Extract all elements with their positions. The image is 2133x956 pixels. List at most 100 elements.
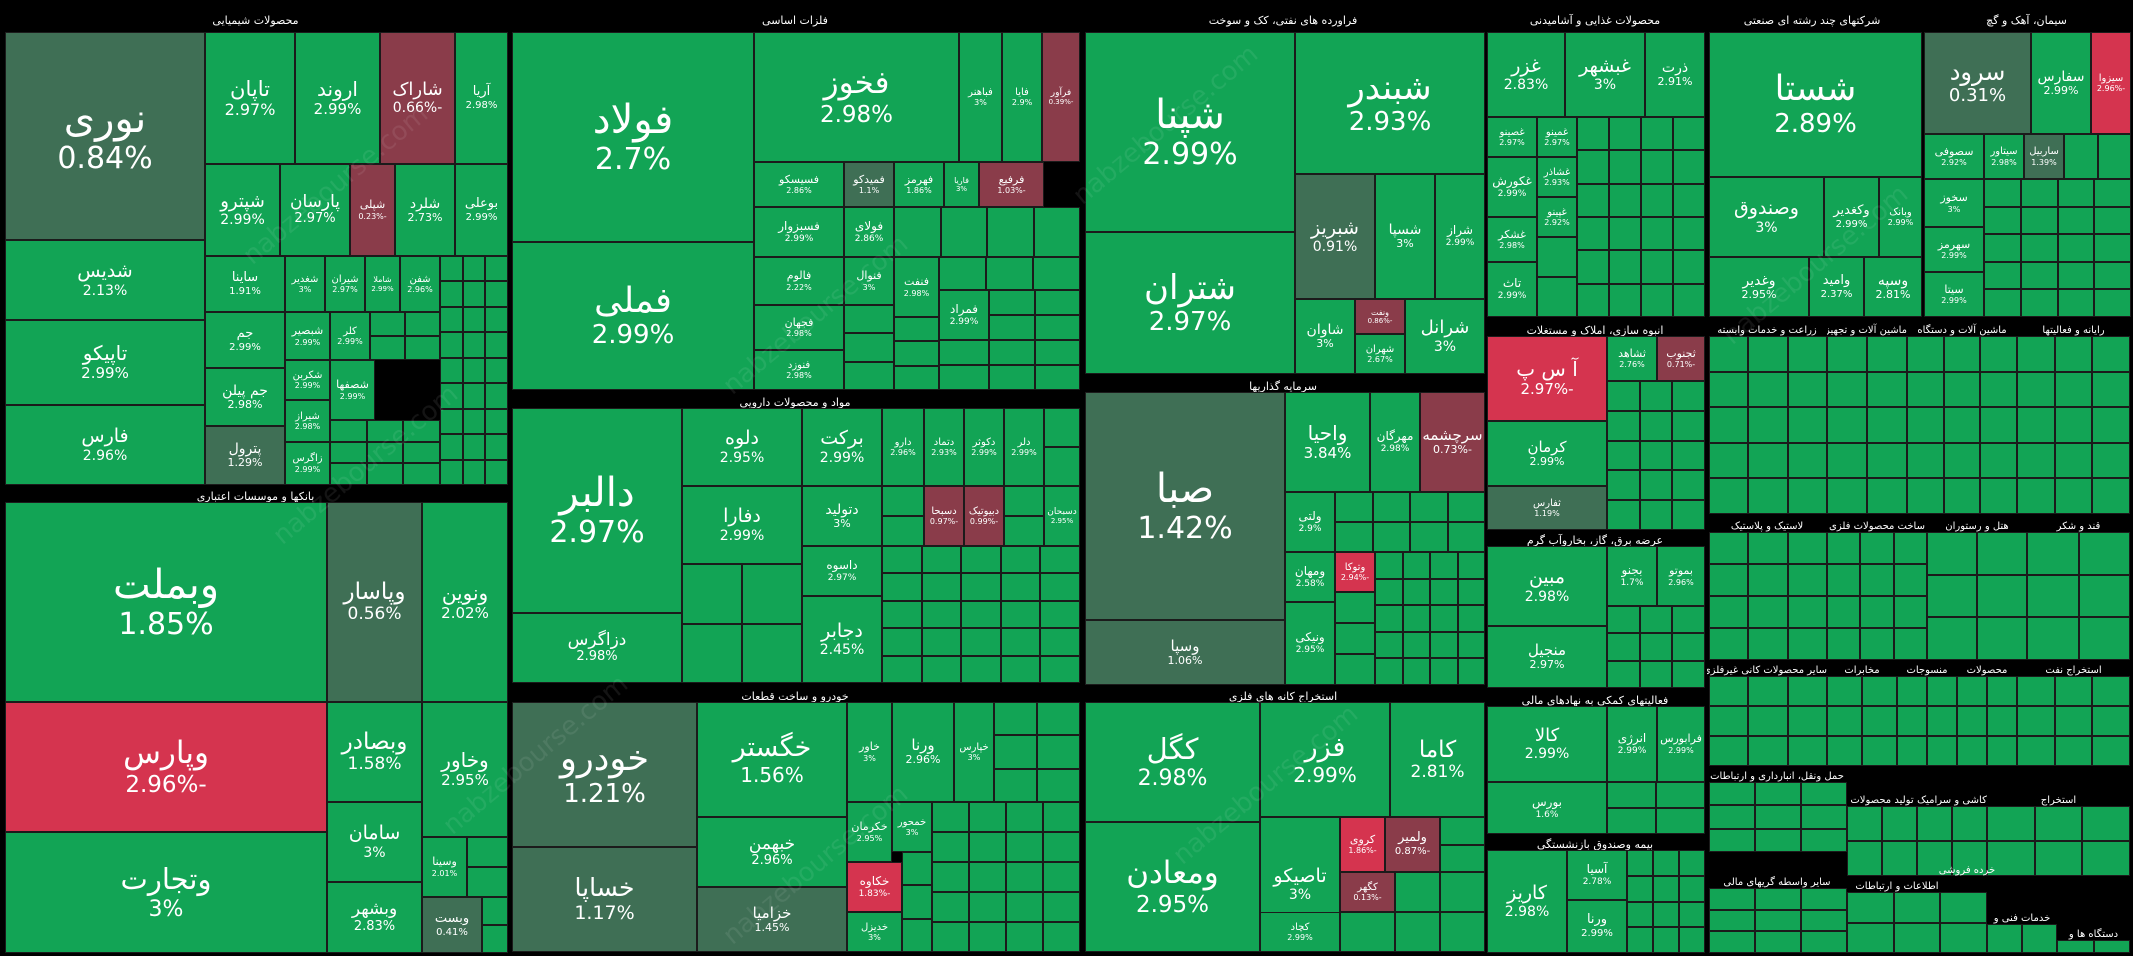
stock-tile-small[interactable] [1607,606,1640,634]
stock-tile[interactable]: بموتو 2.96% [1657,546,1705,606]
stock-tile-small[interactable] [1040,573,1080,601]
stock-tile-small[interactable] [1679,901,1705,928]
stock-tile-small[interactable] [485,306,508,333]
stock-tile[interactable]: سصوفی 2.92% [1924,134,1984,179]
stock-tile[interactable]: ومعادن 2.95% [1085,822,1260,952]
stock-tile-small[interactable] [1917,806,1952,841]
stock-tile[interactable]: شاملا 2.99% [365,256,400,312]
stock-tile-small[interactable] [1893,532,1927,564]
stock-tile-small[interactable] [1043,862,1080,892]
stock-tile-small[interactable] [2054,676,2093,706]
stock-tile[interactable]: شپنا 2.99% [1085,32,1295,232]
stock-tile[interactable]: ثشاهد 2.76% [1607,336,1657,381]
stock-tile-small[interactable] [366,441,404,464]
stock-tile-small[interactable] [1827,564,1861,596]
stock-tile-small[interactable] [742,623,802,683]
stock-tile-small[interactable] [1977,574,2027,618]
stock-tile-small[interactable] [1641,217,1673,251]
stock-tile[interactable]: غکورش 2.99% [1487,157,1537,217]
stock-tile-small[interactable] [1787,676,1827,706]
stock-tile-small[interactable] [482,897,508,925]
stock-tile-small[interactable] [1787,736,1827,766]
stock-tile-small[interactable] [1430,658,1458,685]
stock-tile-small[interactable] [1440,844,1485,872]
stock-tile-small[interactable] [1639,500,1673,530]
stock-tile-small[interactable] [1917,841,1952,876]
stock-tile-small[interactable] [994,735,1037,769]
stock-tile-small[interactable] [1709,628,1749,660]
stock-tile-small[interactable] [2017,676,2055,706]
stock-tile[interactable]: فباهنر 3% [959,32,1002,162]
stock-tile-small[interactable] [894,341,939,366]
stock-tile-small[interactable] [462,434,486,460]
stock-tile-small[interactable] [932,892,969,922]
stock-tile-small[interactable] [1577,117,1609,151]
stock-tile-small[interactable] [1607,381,1640,411]
stock-tile[interactable]: کگل 2.98% [1085,702,1260,822]
stock-tile[interactable]: ثفارس 1.19% [1487,486,1607,530]
stock-tile-small[interactable] [440,357,463,384]
stock-tile-small[interactable] [1907,478,1944,514]
stock-tile-small[interactable] [2017,442,2055,479]
stock-tile-small[interactable] [1709,888,1755,910]
stock-tile[interactable]: تاپان 2.97% [205,32,295,164]
stock-tile-small[interactable] [1980,407,2017,443]
stock-tile[interactable]: کچاد 2.99% [1260,912,1340,952]
stock-tile[interactable]: کگهر -0.13% [1340,872,1395,912]
stock-tile-small[interactable] [1034,340,1080,365]
stock-tile-small[interactable] [2094,179,2131,207]
stock-tile-small[interactable] [1984,261,2021,290]
stock-tile-small[interactable] [742,564,802,624]
stock-tile-small[interactable] [1748,442,1788,479]
stock-tile-small[interactable] [939,257,986,290]
stock-tile[interactable]: تاث 2.99% [1487,262,1537,317]
stock-tile-small[interactable] [1609,150,1641,184]
stock-tile-small[interactable] [1641,283,1673,317]
stock-tile[interactable]: سیتا 2.99% [1924,272,1984,317]
stock-tile-small[interactable] [1748,628,1788,660]
stock-tile-small[interactable] [2017,407,2055,443]
stock-tile-small[interactable] [2020,179,2058,207]
stock-tile[interactable]: سخوز 3% [1924,179,1984,227]
stock-tile-small[interactable] [1787,628,1827,660]
stock-tile[interactable]: سفارس 2.99% [2031,32,2091,134]
stock-tile-small[interactable] [1860,532,1894,564]
stock-tile-small[interactable] [2054,706,2093,736]
stock-tile-small[interactable] [1748,736,1788,766]
stock-tile-small[interactable] [1639,633,1673,661]
stock-tile-small[interactable] [1607,440,1640,471]
stock-tile-small[interactable] [462,408,486,435]
stock-tile-small[interactable] [989,365,1035,390]
stock-tile-small[interactable] [1709,564,1749,596]
stock-tile-small[interactable] [1907,442,1944,479]
stock-tile-small[interactable] [1004,486,1044,516]
stock-tile-small[interactable] [1847,841,1882,876]
stock-tile[interactable]: فالوم 2.22% [754,257,844,305]
stock-tile-small[interactable] [1787,371,1827,408]
stock-tile-small[interactable] [1984,289,2021,317]
stock-tile-small[interactable] [1607,782,1656,808]
stock-tile-small[interactable] [1907,371,1944,408]
stock-tile[interactable]: غصینو 2.97% [1487,117,1537,157]
stock-tile-small[interactable] [1627,875,1653,902]
stock-tile-small[interactable] [1607,660,1640,688]
stock-tile-small[interactable] [2017,736,2055,766]
stock-tile-small[interactable] [1440,817,1485,845]
stock-tile-small[interactable] [1943,371,1981,408]
stock-tile-small[interactable] [1787,336,1827,372]
stock-tile-small[interactable] [440,434,463,460]
stock-tile-small[interactable] [932,922,969,952]
stock-tile-small[interactable] [485,256,508,282]
stock-tile-small[interactable] [1709,909,1755,932]
stock-tile-small[interactable] [989,315,1035,340]
stock-tile[interactable]: غشاذر 2.93% [1537,157,1577,197]
stock-tile-small[interactable] [1641,150,1673,184]
stock-tile-small[interactable] [1987,676,2017,706]
stock-tile-small[interactable] [1755,805,1801,829]
stock-tile-small[interactable] [1006,892,1043,922]
stock-tile-small[interactable] [1801,828,1847,852]
stock-tile-small[interactable] [405,336,440,360]
stock-tile-small[interactable] [440,306,463,333]
stock-tile[interactable]: فزر 2.99% [1260,702,1390,817]
stock-tile-small[interactable] [939,365,989,390]
